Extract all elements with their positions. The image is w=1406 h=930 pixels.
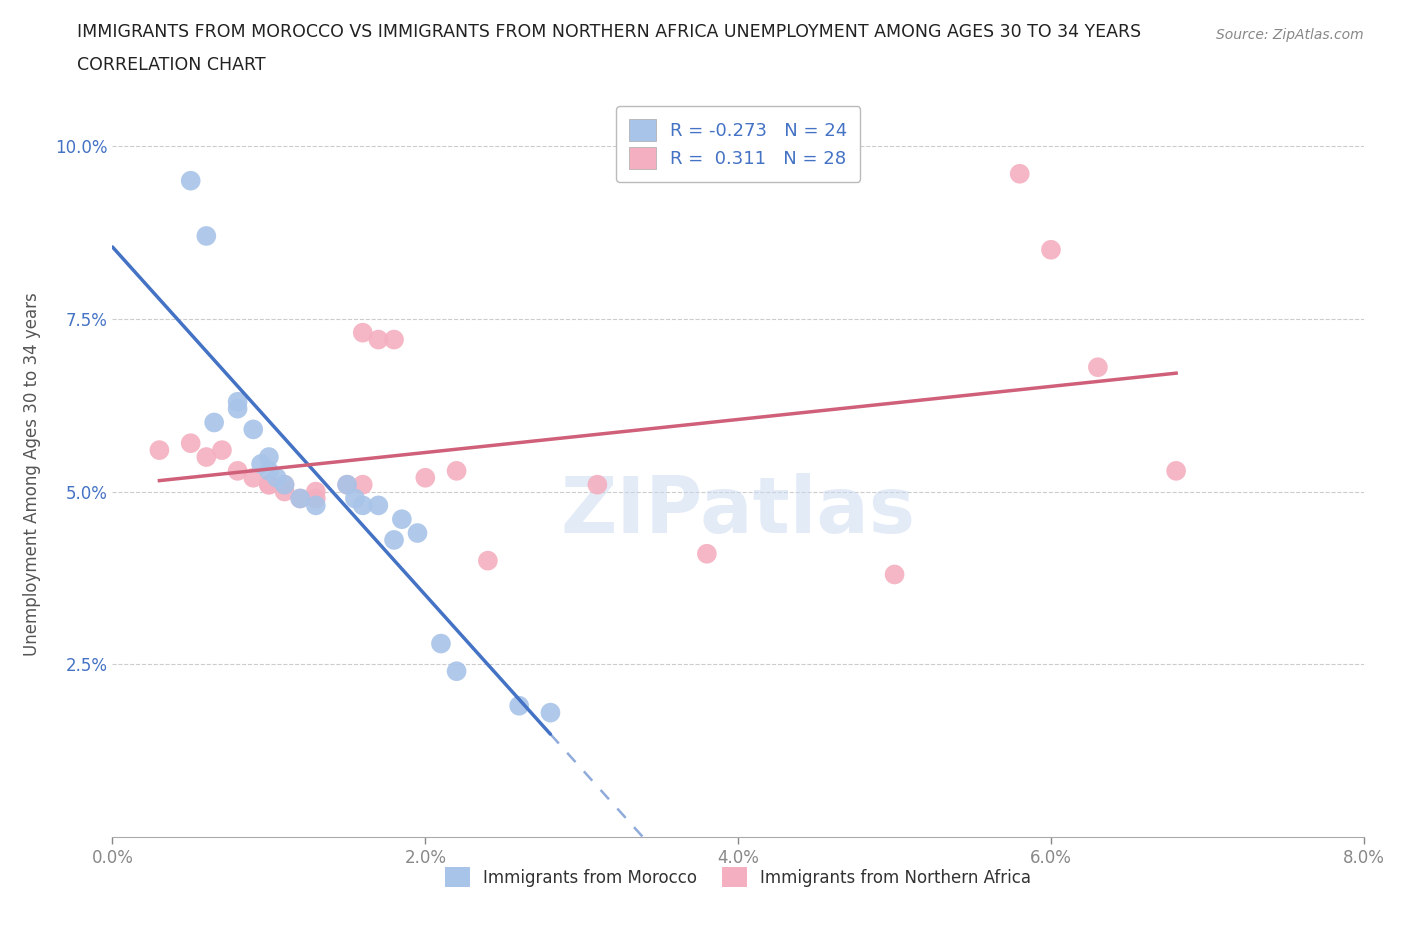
Point <box>290 491 312 506</box>
Point <box>242 471 264 485</box>
Point <box>257 449 280 464</box>
Point <box>242 422 264 437</box>
Point <box>352 326 374 340</box>
Point <box>1087 360 1109 375</box>
Point <box>266 471 288 485</box>
Text: IMMIGRANTS FROM MOROCCO VS IMMIGRANTS FROM NORTHERN AFRICA UNEMPLOYMENT AMONG AG: IMMIGRANTS FROM MOROCCO VS IMMIGRANTS FR… <box>77 23 1142 41</box>
Y-axis label: Unemployment Among Ages 30 to 34 years: Unemployment Among Ages 30 to 34 years <box>24 292 41 657</box>
Point <box>430 636 453 651</box>
Point <box>382 332 405 347</box>
Point <box>226 401 249 416</box>
Point <box>382 533 405 548</box>
Point <box>202 415 225 430</box>
Point <box>148 443 170 458</box>
Point <box>195 449 218 464</box>
Point <box>413 471 436 485</box>
Point <box>226 463 249 478</box>
Point <box>305 491 328 506</box>
Point <box>273 485 295 499</box>
Point <box>336 477 359 492</box>
Point <box>273 477 295 492</box>
Point <box>1164 463 1187 478</box>
Point <box>180 436 202 451</box>
Point <box>508 698 530 713</box>
Point <box>290 491 312 506</box>
Point <box>367 498 389 512</box>
Legend: Immigrants from Morocco, Immigrants from Northern Africa: Immigrants from Morocco, Immigrants from… <box>439 860 1038 894</box>
Text: CORRELATION CHART: CORRELATION CHART <box>77 56 266 73</box>
Point <box>391 512 413 526</box>
Point <box>477 553 499 568</box>
Point <box>367 332 389 347</box>
Point <box>343 491 366 506</box>
Point <box>305 498 328 512</box>
Point <box>352 477 374 492</box>
Text: Source: ZipAtlas.com: Source: ZipAtlas.com <box>1216 28 1364 42</box>
Point <box>211 443 233 458</box>
Point <box>195 229 218 244</box>
Point <box>538 705 561 720</box>
Point <box>586 477 609 492</box>
Point <box>257 477 280 492</box>
Point <box>1039 243 1063 258</box>
Point <box>446 463 468 478</box>
Point <box>406 525 429 540</box>
Point <box>257 477 280 492</box>
Text: ZIPatlas: ZIPatlas <box>561 472 915 549</box>
Point <box>305 485 328 499</box>
Point <box>226 394 249 409</box>
Point <box>180 173 202 188</box>
Point <box>250 457 273 472</box>
Point <box>352 498 374 512</box>
Point <box>1008 166 1031 181</box>
Point <box>257 463 280 478</box>
Point <box>883 567 905 582</box>
Point <box>273 477 295 492</box>
Point <box>696 546 718 561</box>
Point <box>336 477 359 492</box>
Point <box>446 664 468 679</box>
